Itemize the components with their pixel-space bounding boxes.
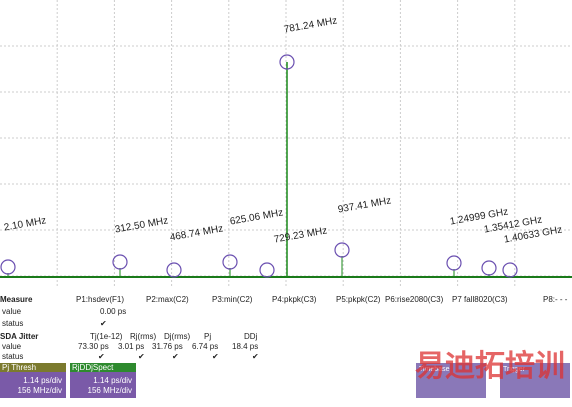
panel-header bbox=[70, 363, 136, 372]
jitter-value: 3.01 ps bbox=[118, 342, 144, 351]
peak-marker bbox=[334, 242, 350, 258]
jitter-header: Pj bbox=[204, 332, 211, 341]
measure-header: P5:pkpk(C2) bbox=[336, 295, 381, 304]
jitter-value: 6.74 ps bbox=[192, 342, 218, 351]
jitter-value: 31.76 ps bbox=[152, 342, 183, 351]
panel-line: 156 MHz/div bbox=[18, 386, 62, 395]
measure-header: P8:- - - bbox=[543, 295, 568, 304]
jitter-header: Dj(rms) bbox=[164, 332, 191, 341]
panel-line: 156 MHz/div bbox=[88, 386, 132, 395]
panel-line: 1.14 ps/div bbox=[93, 376, 132, 385]
measure-area bbox=[0, 288, 572, 362]
measure-header: Measure bbox=[0, 295, 33, 304]
peak-marker bbox=[166, 262, 182, 278]
peak-marker bbox=[222, 254, 238, 270]
peak-marker bbox=[481, 260, 497, 276]
measure-header: P2:max(C2) bbox=[146, 295, 189, 304]
measure-header: P6:rise2080(C3) bbox=[385, 295, 444, 304]
peak-marker bbox=[259, 262, 275, 278]
jitter-value: 18.4 ps bbox=[232, 342, 258, 351]
peak-marker bbox=[0, 259, 16, 275]
status-panel bbox=[416, 363, 486, 398]
jitter-value: 73.30 ps bbox=[78, 342, 109, 351]
measure-status: status bbox=[2, 319, 23, 328]
jitter-status: ✔ bbox=[172, 352, 179, 361]
panel-body bbox=[0, 372, 66, 398]
status-title: Trigger bbox=[503, 366, 526, 373]
watermark: 易迪拓培训 bbox=[415, 349, 565, 383]
peak-marker bbox=[279, 54, 295, 70]
measure-header: P1:hsdev(F1) bbox=[76, 295, 124, 304]
plot-area bbox=[0, 0, 572, 286]
status-title: Timebase bbox=[419, 366, 450, 373]
measure-status: ✔ bbox=[100, 319, 107, 328]
status-panel bbox=[500, 363, 570, 398]
measure-table: Measure P1:hsdev(F1) P2:max(C2) P3:min(C2) P… bbox=[0, 295, 568, 361]
peak-marker bbox=[502, 262, 518, 278]
measure-header: P3:min(C2) bbox=[212, 295, 253, 304]
measure-value: 0.00 ps bbox=[100, 307, 126, 316]
jitter-header: Rj(rms) bbox=[130, 332, 157, 341]
measure-header: P7 fall8020(C3) bbox=[452, 295, 508, 304]
jitter-status: ✔ bbox=[212, 352, 219, 361]
panel-title: RjDDjSpect bbox=[72, 363, 114, 372]
measure-value: value bbox=[2, 307, 22, 316]
jitter-header: Tj(1e-12) bbox=[90, 332, 123, 341]
panel-line: 1.14 ps/div bbox=[23, 376, 62, 385]
jitter-value: value bbox=[2, 342, 22, 351]
jitter-status: ✔ bbox=[252, 352, 259, 361]
jitter-status: ✔ bbox=[98, 352, 105, 361]
measure-header: P4:pkpk(C3) bbox=[272, 295, 317, 304]
jitter-header: DDj bbox=[244, 332, 258, 341]
peak-marker bbox=[112, 254, 128, 270]
jitter-header: SDA Jitter bbox=[0, 332, 38, 341]
jitter-status: ✔ bbox=[138, 352, 145, 361]
panel-header bbox=[0, 363, 66, 372]
panel-title: Pj Thresh bbox=[2, 363, 36, 372]
peak-marker bbox=[446, 255, 462, 271]
panel-body bbox=[70, 372, 136, 398]
jitter-status: status bbox=[2, 352, 23, 361]
